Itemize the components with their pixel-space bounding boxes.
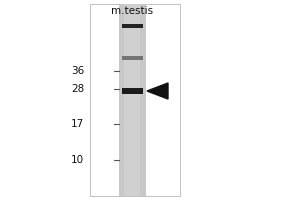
Bar [122, 24, 142, 28]
Text: m.testis: m.testis [111, 6, 153, 16]
Bar [122, 56, 142, 60]
Polygon shape [147, 83, 168, 99]
Text: 10: 10 [71, 155, 84, 165]
Bar [90, 4, 180, 196]
Bar [122, 88, 142, 94]
Text: 17: 17 [71, 119, 84, 129]
Text: 28: 28 [71, 84, 84, 94]
Bar [118, 4, 146, 196]
Text: 36: 36 [71, 66, 84, 76]
Bar [124, 4, 140, 196]
